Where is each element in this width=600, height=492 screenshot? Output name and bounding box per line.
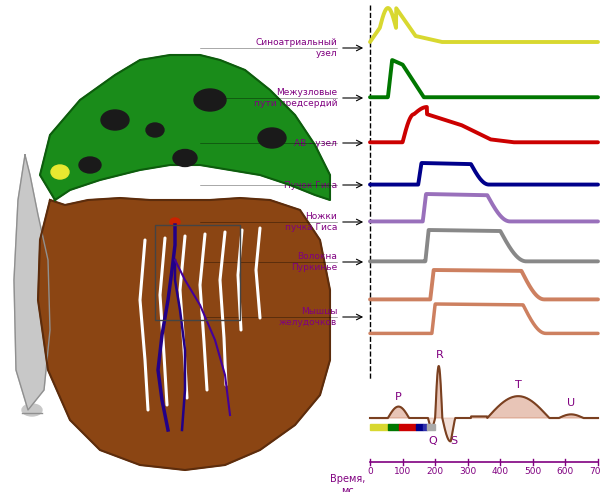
Polygon shape xyxy=(14,155,50,410)
Ellipse shape xyxy=(22,404,42,416)
Text: Q: Q xyxy=(428,436,437,446)
Ellipse shape xyxy=(51,165,69,179)
Polygon shape xyxy=(38,198,330,470)
Text: АВ - узел: АВ - узел xyxy=(294,139,337,148)
Ellipse shape xyxy=(101,110,129,130)
Text: T: T xyxy=(515,380,521,390)
Text: 300: 300 xyxy=(459,467,476,476)
Ellipse shape xyxy=(173,150,197,166)
Bar xyxy=(416,424,423,430)
Text: Межузловые
пути предсердий: Межузловые пути предсердий xyxy=(254,88,337,108)
Ellipse shape xyxy=(170,218,180,226)
Bar xyxy=(423,424,427,430)
Polygon shape xyxy=(40,55,330,200)
Ellipse shape xyxy=(258,128,286,148)
Text: 0: 0 xyxy=(367,467,373,476)
Text: Ножки
пучка Гиса: Ножки пучка Гиса xyxy=(284,212,337,232)
Text: Мышцы
желудочков: Мышцы желудочков xyxy=(279,307,337,327)
Bar xyxy=(400,424,416,430)
Bar xyxy=(427,424,435,430)
Text: P: P xyxy=(395,392,402,402)
Bar xyxy=(370,424,388,430)
Text: Пучок Гиса: Пучок Гиса xyxy=(284,181,337,189)
Text: 100: 100 xyxy=(394,467,411,476)
Text: 400: 400 xyxy=(492,467,509,476)
Bar xyxy=(388,424,400,430)
Text: S: S xyxy=(451,436,458,446)
Text: Волокна
Пуркинье: Волокна Пуркинье xyxy=(291,252,337,272)
Text: R: R xyxy=(436,350,444,360)
Text: 600: 600 xyxy=(557,467,574,476)
Text: U: U xyxy=(567,398,575,408)
Text: Синоатриальный
узел: Синоатриальный узел xyxy=(255,38,337,58)
Text: Время,
мс: Время, мс xyxy=(331,474,365,492)
Text: 500: 500 xyxy=(524,467,541,476)
Text: 700: 700 xyxy=(589,467,600,476)
Ellipse shape xyxy=(79,157,101,173)
Ellipse shape xyxy=(194,89,226,111)
Ellipse shape xyxy=(146,123,164,137)
Bar xyxy=(155,225,240,320)
Text: 200: 200 xyxy=(427,467,444,476)
